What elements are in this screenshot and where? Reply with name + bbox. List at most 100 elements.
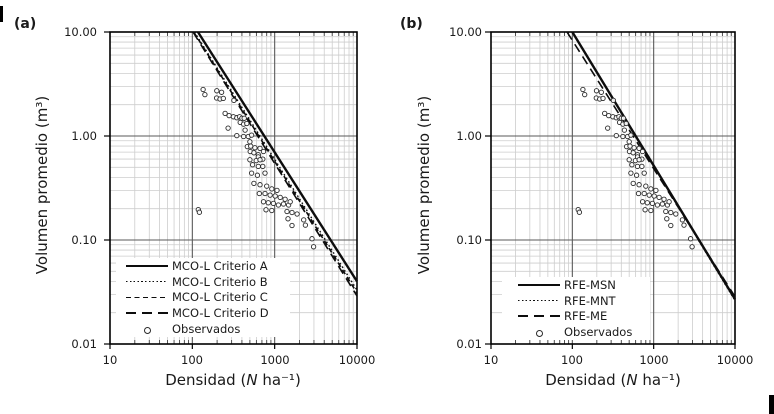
data-point — [631, 145, 637, 151]
data-point — [263, 207, 269, 213]
legend-label: RFE-MSN — [564, 277, 616, 292]
legend-row: RFE-ME — [518, 309, 650, 324]
data-point — [260, 199, 267, 205]
data-point — [247, 139, 253, 145]
data-point — [282, 196, 288, 202]
data-point — [646, 192, 652, 198]
data-point — [648, 186, 654, 192]
data-point — [225, 125, 231, 131]
data-point — [649, 200, 656, 207]
cursor-artifact-bar — [769, 395, 774, 414]
data-point — [285, 216, 291, 222]
data-point — [254, 172, 261, 178]
data-point — [643, 183, 649, 189]
data-point — [651, 193, 657, 199]
data-point — [240, 133, 247, 140]
observados-scatter — [195, 86, 317, 250]
y-tick-label: 0.10 — [71, 233, 97, 247]
data-point — [621, 127, 628, 133]
legend-label: MCO-L Criterio B — [172, 274, 268, 289]
data-point — [247, 157, 253, 163]
data-point — [257, 182, 263, 188]
data-point — [606, 112, 612, 119]
data-point — [200, 86, 206, 93]
panel-b-x-axis-title: Densidad (N ha⁻¹) — [463, 371, 763, 389]
data-point — [277, 194, 283, 201]
data-point — [242, 127, 248, 133]
y-tick-label: 0.10 — [456, 233, 482, 247]
x-tick-label: 1000 — [260, 353, 290, 367]
panel-b-legend: RFE-MSN RFE-MNT RFE-ME Observados — [502, 277, 650, 340]
data-point — [642, 207, 648, 213]
legend-row: RFE-MNT — [518, 293, 650, 308]
data-point — [287, 199, 293, 205]
data-point — [626, 157, 632, 163]
data-point — [260, 163, 266, 170]
data-point — [251, 150, 257, 156]
data-point — [602, 110, 608, 117]
legend-row: Observados — [126, 322, 290, 337]
y-tick-label: 10.00 — [449, 25, 482, 39]
data-point — [636, 157, 642, 163]
legend-row: RFE-MSN — [518, 277, 650, 292]
data-point — [218, 89, 225, 95]
data-point — [593, 88, 600, 94]
data-point — [623, 120, 629, 127]
data-point — [679, 217, 686, 223]
data-point — [636, 145, 642, 152]
legend-row: MCO-L Criterio D — [126, 306, 290, 321]
data-point — [681, 222, 687, 228]
legend-label: MCO-L Criterio C — [172, 290, 268, 305]
legend-row: MCO-L Criterio C — [126, 290, 290, 305]
data-point — [289, 222, 295, 229]
legend-label: Observados — [172, 322, 241, 337]
data-point — [256, 190, 262, 197]
data-point — [598, 89, 604, 95]
data-point — [630, 150, 636, 156]
panel-b — [485, 31, 737, 349]
data-point — [634, 163, 641, 170]
panel-a-y-axis-title: Volumen promedio (m³) — [33, 95, 51, 275]
data-point — [310, 244, 317, 250]
data-point — [309, 236, 315, 242]
x-title-prefix: Densidad ( — [165, 371, 247, 389]
observados-scatter — [575, 86, 695, 250]
data-point — [639, 163, 645, 170]
data-point — [605, 125, 611, 131]
solid-line-sample — [518, 283, 560, 287]
panel-b-y-axis-title: Volumen promedio (m³) — [415, 95, 433, 275]
data-point — [635, 190, 642, 197]
panel-a-label: (a) — [14, 16, 37, 32]
data-point — [628, 170, 634, 176]
legend-label: RFE-ME — [564, 309, 608, 324]
data-point — [582, 91, 588, 98]
data-point — [302, 222, 309, 228]
x-tick-label: 10 — [102, 353, 118, 367]
data-point — [196, 209, 203, 215]
data-point — [673, 211, 679, 217]
long-dash-line-sample — [126, 312, 168, 315]
data-point — [641, 170, 647, 176]
dashed-line-sample — [126, 296, 168, 299]
circle-marker-sample — [126, 325, 168, 334]
dotted-line-sample — [126, 280, 168, 283]
data-point — [251, 180, 257, 187]
data-point — [576, 209, 583, 215]
data-point — [620, 115, 627, 121]
legend-row: MCO-L Criterio B — [126, 274, 290, 289]
x-title-suffix: ha⁻¹) — [637, 371, 681, 389]
x-tick-label: 10 — [483, 353, 499, 367]
x-title-italic-n: N — [246, 371, 258, 389]
data-point — [613, 132, 619, 139]
legend-label: MCO-L Criterio A — [172, 258, 268, 273]
data-point — [248, 170, 255, 176]
panel-b-label: (b) — [400, 16, 423, 32]
x-tick-label: 10000 — [716, 353, 754, 367]
panel-a-x-axis-title: Densidad (N ha⁻¹) — [83, 371, 383, 389]
data-point — [248, 132, 255, 138]
data-point — [262, 190, 268, 197]
x-tick-label: 100 — [561, 353, 583, 367]
data-point — [628, 132, 634, 138]
x-tick-label: 100 — [181, 353, 203, 367]
